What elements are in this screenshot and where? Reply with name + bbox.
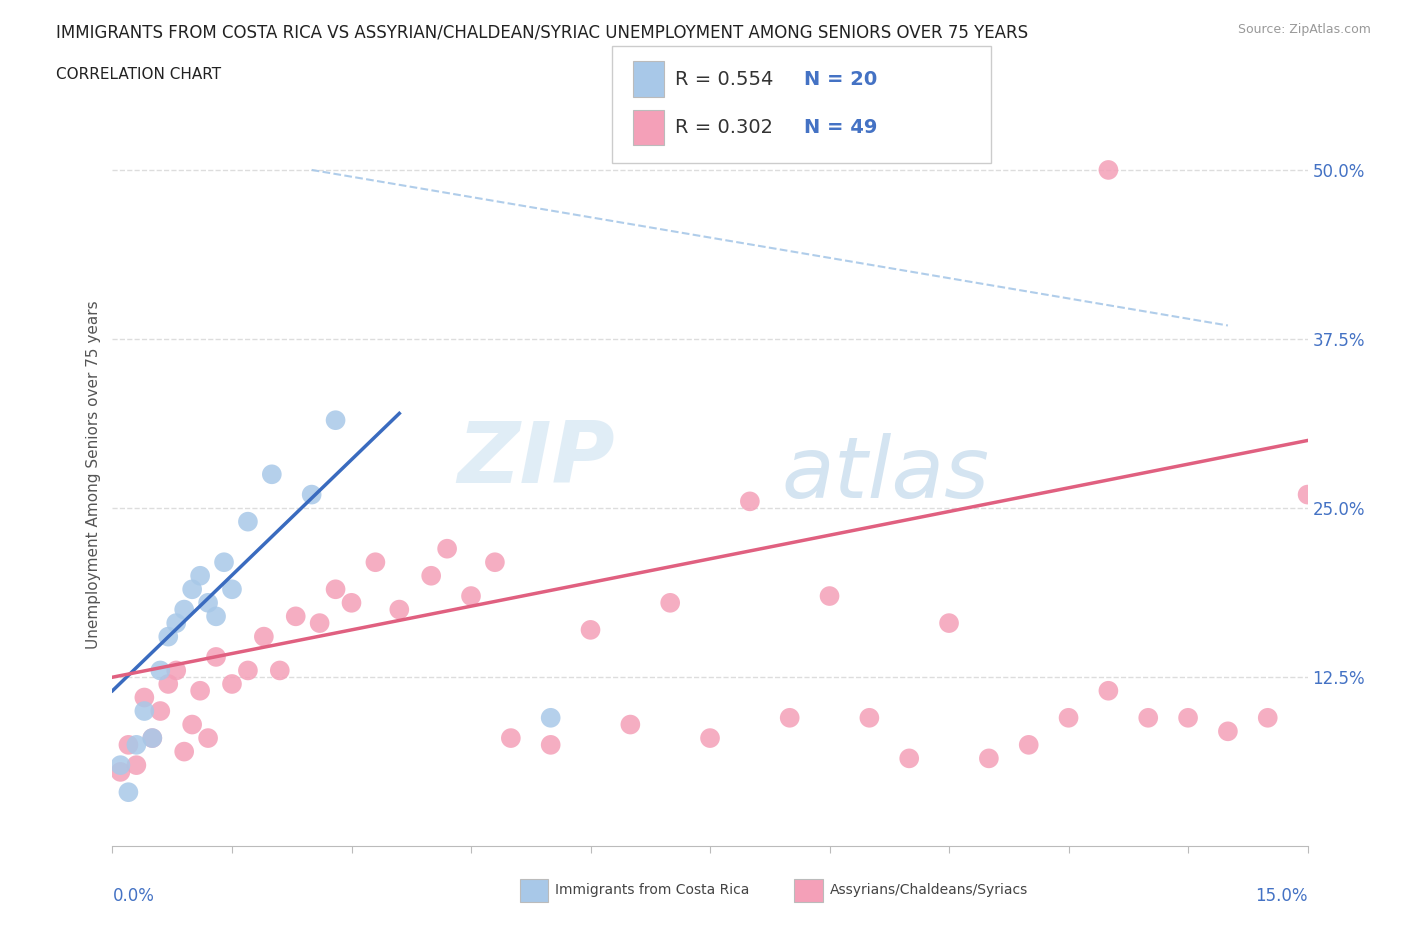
Point (149, 704, 172, 719)
Y-axis label: Unemployment Among Seniors over 75 years: Unemployment Among Seniors over 75 years (86, 300, 101, 648)
Point (340, 595, 363, 610)
Point (110, 758, 132, 773)
Point (388, 602, 411, 617)
Point (1018, 737, 1040, 752)
Point (858, 711, 880, 725)
Point (181, 582, 204, 597)
Point (1257, 711, 1279, 725)
Text: 0.0%: 0.0% (112, 887, 155, 905)
Point (236, 663, 259, 678)
Text: R = 0.554: R = 0.554 (675, 70, 773, 88)
Point (779, 711, 801, 725)
Text: N = 49: N = 49 (804, 118, 877, 137)
Point (110, 764, 132, 779)
Point (284, 609, 307, 624)
Point (205, 609, 228, 624)
Point (325, 582, 347, 597)
Point (165, 616, 187, 631)
Point (1177, 711, 1199, 725)
Point (134, 704, 156, 719)
Point (540, 711, 562, 725)
Text: IMMIGRANTS FROM COSTA RICA VS ASSYRIAN/CHALDEAN/SYRIAC UNEMPLOYMENT AMONG SENIOR: IMMIGRANTS FROM COSTA RICA VS ASSYRIAN/C… (56, 23, 1028, 41)
Point (699, 731, 721, 746)
Point (188, 684, 211, 698)
Point (173, 602, 195, 617)
Point (134, 690, 156, 705)
Point (117, 737, 139, 752)
Point (619, 717, 641, 732)
Point (125, 758, 148, 773)
Point (1137, 711, 1160, 725)
Point (260, 467, 283, 482)
Text: ZIP: ZIP (457, 418, 614, 501)
Point (325, 413, 347, 428)
Point (221, 676, 243, 691)
Point (484, 555, 506, 570)
Point (181, 717, 204, 732)
Text: Assyrians/Chaldeans/Syriacs: Assyrians/Chaldeans/Syriacs (830, 883, 1028, 897)
Text: Immigrants from Costa Rica: Immigrants from Costa Rica (555, 883, 749, 897)
Point (898, 751, 921, 765)
Point (212, 555, 235, 570)
Point (173, 744, 195, 759)
Point (420, 568, 443, 583)
Point (1097, 163, 1119, 178)
Point (540, 737, 562, 752)
Text: N = 20: N = 20 (804, 70, 877, 88)
Text: CORRELATION CHART: CORRELATION CHART (56, 67, 221, 82)
Point (1057, 711, 1080, 725)
Point (659, 595, 682, 610)
Point (117, 785, 139, 800)
Point (125, 737, 148, 752)
Point (188, 568, 211, 583)
Point (938, 616, 960, 631)
Point (141, 731, 163, 746)
Point (977, 751, 1000, 765)
Point (1296, 487, 1319, 502)
Point (738, 494, 761, 509)
Point (301, 487, 323, 502)
Point (818, 589, 841, 604)
Point (221, 582, 243, 597)
Point (1097, 684, 1119, 698)
Point (253, 630, 276, 644)
Point (460, 589, 482, 604)
Point (165, 663, 187, 678)
Point (308, 616, 330, 631)
Point (1216, 724, 1239, 738)
Text: Source: ZipAtlas.com: Source: ZipAtlas.com (1237, 23, 1371, 36)
Point (197, 595, 219, 610)
Text: 15.0%: 15.0% (1256, 887, 1308, 905)
Point (197, 731, 219, 746)
Text: atlas: atlas (782, 432, 990, 516)
Text: R = 0.302: R = 0.302 (675, 118, 773, 137)
Point (364, 555, 387, 570)
Point (149, 663, 172, 678)
Point (236, 514, 259, 529)
Point (499, 731, 522, 746)
Point (157, 630, 180, 644)
Point (157, 676, 180, 691)
Point (579, 622, 602, 637)
Point (436, 541, 458, 556)
Point (269, 663, 291, 678)
Point (205, 649, 228, 664)
Point (141, 731, 163, 746)
